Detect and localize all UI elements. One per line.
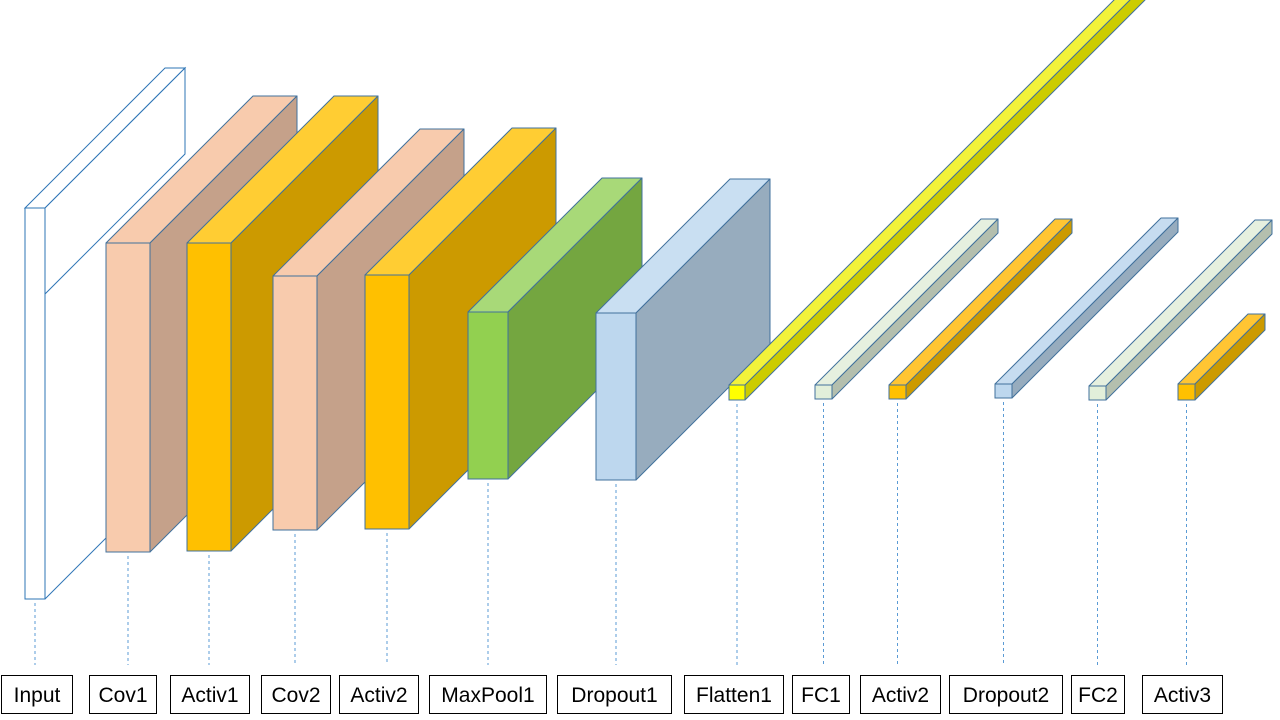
label-text: Flatten1	[696, 684, 772, 707]
front-face	[364, 274, 410, 530]
front-face	[272, 275, 318, 531]
layer-labels: Input Cov1 Activ1 Cov2 Activ2 MaxPool1 Dropout…	[1, 675, 1223, 714]
label-text: Activ2	[872, 684, 929, 707]
label-text: Cov1	[98, 684, 147, 707]
front-face	[888, 384, 907, 400]
label-text: Dropout1	[571, 684, 657, 707]
label-box	[1142, 675, 1223, 714]
label-box	[1071, 675, 1125, 714]
label-fc2-11: FC2	[1071, 675, 1125, 714]
label-text: FC2	[1078, 684, 1118, 707]
front-face	[186, 242, 232, 552]
label-box	[170, 675, 250, 714]
layer-input-0	[23, 66, 187, 600]
layer-maxpool1-5	[467, 177, 643, 480]
front-face	[1088, 385, 1107, 401]
label-box	[860, 675, 941, 714]
label-cov2-3: Cov2	[261, 675, 331, 714]
front-face	[814, 384, 833, 400]
label-maxpool1-5: MaxPool1	[429, 675, 547, 714]
front-face	[467, 311, 509, 480]
layer-fc1-8	[814, 218, 999, 400]
front-face	[994, 383, 1013, 399]
layer-flatten1-7	[728, 0, 1146, 401]
input-bottom-edge	[44, 535, 109, 600]
label-box	[557, 675, 672, 714]
front-face	[105, 242, 151, 553]
layer-dropout2-10	[994, 217, 1179, 399]
label-box	[261, 675, 331, 714]
layer-fc2-11	[1088, 219, 1273, 401]
label-fc1-8: FC1	[792, 675, 850, 714]
label-text: Activ1	[181, 684, 238, 707]
label-text: FC1	[801, 684, 841, 707]
label-cov1-1: Cov1	[89, 675, 157, 714]
top-face	[1088, 219, 1273, 387]
label-text: MaxPool1	[441, 684, 534, 707]
label-dropout2-10: Dropout2	[949, 675, 1063, 714]
label-text: Activ3	[1154, 684, 1211, 707]
label-box	[949, 675, 1063, 714]
label-box	[684, 675, 784, 714]
label-text: Activ2	[350, 684, 407, 707]
front-face	[728, 384, 746, 401]
layer-activ3-12	[1177, 313, 1266, 401]
label-activ3-12: Activ3	[1142, 675, 1223, 714]
layer-activ2-9	[888, 218, 1073, 400]
label-text: Cov2	[271, 684, 320, 707]
front-face	[595, 312, 637, 481]
label-box	[339, 675, 419, 714]
top-face	[994, 217, 1179, 385]
input-front-face	[24, 207, 46, 600]
label-text: Dropout2	[963, 684, 1049, 707]
label-input-0: Input	[1, 675, 73, 714]
front-face	[1177, 383, 1196, 401]
label-box	[429, 675, 547, 714]
label-activ2-4: Activ2	[339, 675, 419, 714]
layer-dropout1-6	[595, 178, 771, 481]
label-flatten1-7: Flatten1	[684, 675, 784, 714]
guide-lines	[34, 402, 1187, 665]
label-text: Input	[14, 684, 61, 707]
label-dropout1-6: Dropout1	[557, 675, 672, 714]
label-activ1-2: Activ1	[170, 675, 250, 714]
label-box	[792, 675, 850, 714]
label-box	[1, 675, 73, 714]
label-activ2-9: Activ2	[860, 675, 941, 714]
layer-shapes	[23, 0, 1273, 600]
label-box	[89, 675, 157, 714]
side-face	[905, 218, 1073, 400]
